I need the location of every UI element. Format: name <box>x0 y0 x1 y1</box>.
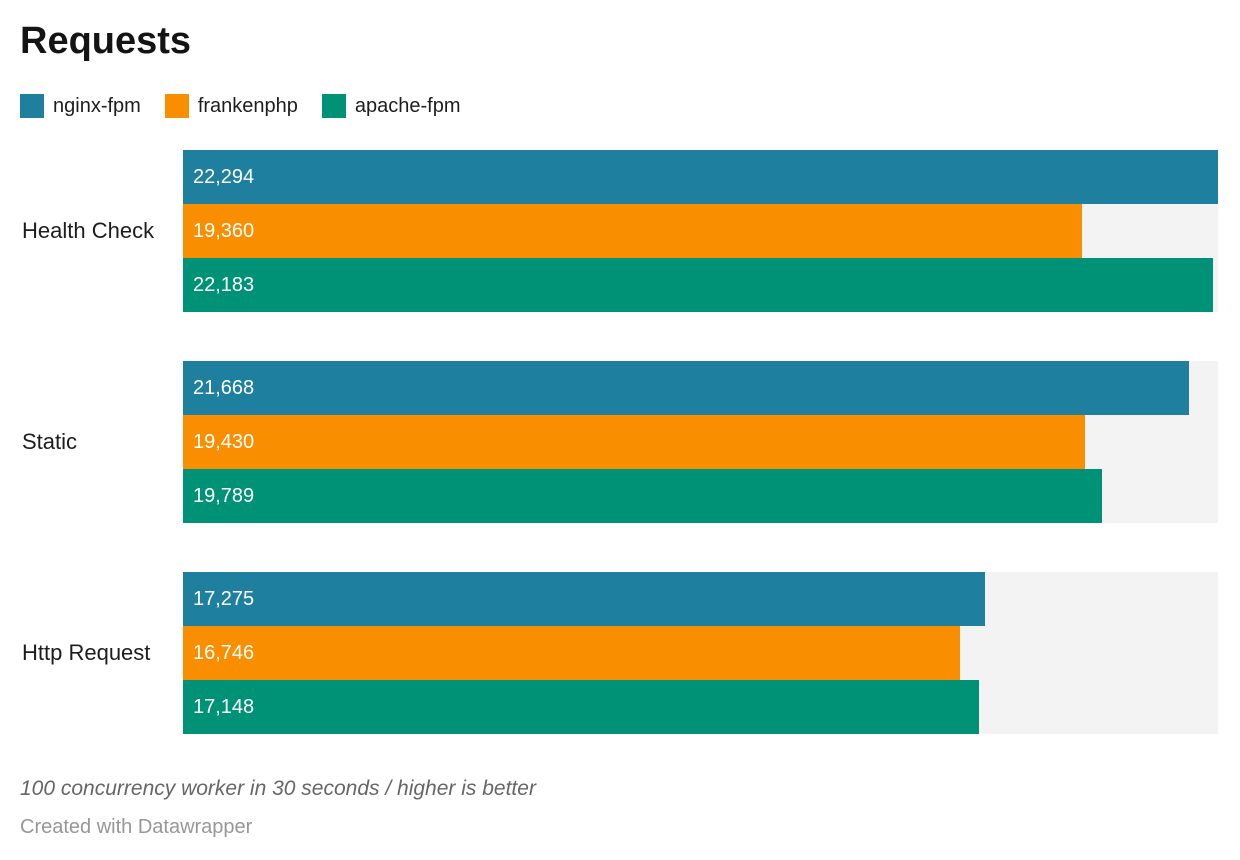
bar-nginx-fpm: 17,275 <box>183 572 985 626</box>
legend-swatch-apache-fpm <box>321 94 346 118</box>
bar-value-label: 17,275 <box>193 588 255 610</box>
bar-track: 22,183 <box>183 258 1218 312</box>
bar-frankenphp: 16,746 <box>183 626 961 680</box>
legend-label-frankenphp: frankenphp <box>197 95 298 117</box>
bar-track: 17,275 <box>183 572 1218 626</box>
bars-area: 21,668 19,430 19,789 <box>183 361 1218 523</box>
bar-frankenphp: 19,360 <box>183 204 1082 258</box>
legend-item-frankenphp: frankenphp <box>164 94 298 118</box>
category-label: Static <box>22 429 78 454</box>
chart-title: Requests <box>20 20 192 62</box>
bar-value-label: 19,430 <box>193 431 255 453</box>
bar-apache-fpm: 17,148 <box>183 680 980 734</box>
bars-area: 22,294 19,360 22,183 <box>183 150 1218 312</box>
legend-swatch-nginx-fpm <box>20 94 44 118</box>
bar-nginx-fpm: 22,294 <box>183 150 1218 204</box>
legend-item-nginx-fpm: nginx-fpm <box>20 94 141 118</box>
credit-line: Created with Datawrapper <box>20 816 253 838</box>
bar-value-label: 22,294 <box>193 166 255 188</box>
bar-apache-fpm: 22,183 <box>183 258 1213 312</box>
bar-value-label: 21,668 <box>193 377 255 399</box>
bars-area: 17,275 16,746 17,148 <box>183 572 1218 734</box>
legend-label-nginx-fpm: nginx-fpm <box>53 95 141 117</box>
legend-item-apache-fpm: apache-fpm <box>321 94 461 118</box>
bar-value-label: 19,360 <box>193 220 255 242</box>
bar-group: Static 21,668 19,430 19,789 <box>20 361 1218 523</box>
bar-group: Http Request 17,275 16,746 17,148 <box>20 572 1218 734</box>
bar-value-label: 22,183 <box>193 274 255 296</box>
legend-label-apache-fpm: apache-fpm <box>354 95 461 117</box>
bar-track: 16,746 <box>183 626 1218 680</box>
bar-track: 17,148 <box>183 680 1218 734</box>
bar-track: 21,668 <box>183 361 1218 415</box>
category-label: Http Request <box>22 640 151 665</box>
bar-apache-fpm: 19,789 <box>183 469 1102 523</box>
bar-frankenphp: 19,430 <box>183 415 1086 469</box>
bar-value-label: 17,148 <box>193 696 255 718</box>
footer-note: 100 concurrency worker in 30 seconds / h… <box>20 777 536 800</box>
legend: nginx-fpm frankenphp apache-fpm <box>20 94 485 118</box>
category-label: Health Check <box>22 218 155 243</box>
bar-track: 19,360 <box>183 204 1218 258</box>
bar-nginx-fpm: 21,668 <box>183 361 1189 415</box>
bar-track: 19,430 <box>183 415 1218 469</box>
bar-track: 22,294 <box>183 150 1218 204</box>
bar-value-label: 16,746 <box>193 642 255 664</box>
bar-value-label: 19,789 <box>193 485 255 507</box>
bar-track: 19,789 <box>183 469 1218 523</box>
chart-body: Health Check 22,294 19,360 22,183 Static 21,6… <box>20 150 1218 734</box>
bar-group: Health Check 22,294 19,360 22,183 <box>20 150 1218 312</box>
legend-swatch-frankenphp <box>164 94 189 118</box>
